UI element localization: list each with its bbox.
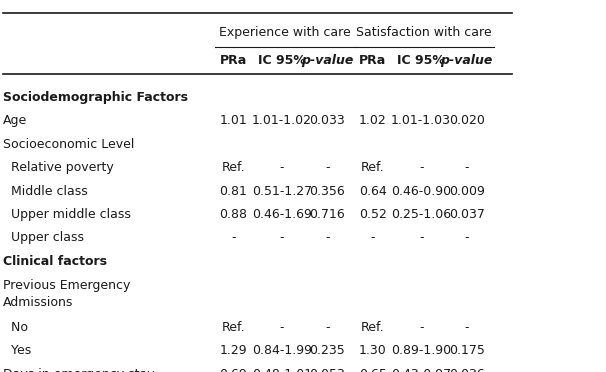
Text: -: - <box>464 321 469 334</box>
Text: 1.02: 1.02 <box>359 114 387 127</box>
Text: Ref.: Ref. <box>361 321 384 334</box>
Text: 0.053: 0.053 <box>309 368 345 372</box>
Text: Clinical factors: Clinical factors <box>3 255 107 268</box>
Text: Upper middle class: Upper middle class <box>3 208 131 221</box>
Text: 0.43-0.97: 0.43-0.97 <box>391 368 451 372</box>
Text: -: - <box>370 231 375 244</box>
Text: -: - <box>231 231 236 244</box>
Text: PRa: PRa <box>220 54 247 67</box>
Text: -: - <box>464 161 469 174</box>
Text: -: - <box>325 161 330 174</box>
Text: -: - <box>325 231 330 244</box>
Text: 0.033: 0.033 <box>310 114 345 127</box>
Text: 0.037: 0.037 <box>448 208 485 221</box>
Text: PRa: PRa <box>359 54 386 67</box>
Text: Previous Emergency
Admissions: Previous Emergency Admissions <box>3 279 130 310</box>
Text: -: - <box>279 161 284 174</box>
Text: Satisfaction with care: Satisfaction with care <box>356 26 492 39</box>
Text: 0.25-1.06: 0.25-1.06 <box>391 208 451 221</box>
Text: 0.46-1.69: 0.46-1.69 <box>252 208 311 221</box>
Text: Socioeconomic Level: Socioeconomic Level <box>3 138 135 151</box>
Text: 1.30: 1.30 <box>359 344 387 357</box>
Text: 0.52: 0.52 <box>359 208 387 221</box>
Text: 0.009: 0.009 <box>448 185 485 198</box>
Text: 0.51-1.27: 0.51-1.27 <box>251 185 312 198</box>
Text: -: - <box>325 321 330 334</box>
Text: Age: Age <box>3 114 27 127</box>
Text: 0.175: 0.175 <box>448 344 485 357</box>
Text: 0.235: 0.235 <box>310 344 345 357</box>
Text: 1.01-1.03: 1.01-1.03 <box>391 114 451 127</box>
Text: Relative poverty: Relative poverty <box>3 161 114 174</box>
Text: -: - <box>464 231 469 244</box>
Text: -: - <box>419 161 424 174</box>
Text: 0.64: 0.64 <box>359 185 387 198</box>
Text: 0.356: 0.356 <box>310 185 345 198</box>
Text: p-value: p-value <box>301 54 353 67</box>
Text: 0.81: 0.81 <box>219 185 247 198</box>
Text: Yes: Yes <box>3 344 32 357</box>
Text: Ref.: Ref. <box>222 321 245 334</box>
Text: -: - <box>279 321 284 334</box>
Text: -: - <box>279 231 284 244</box>
Text: No: No <box>3 321 28 334</box>
Text: Upper class: Upper class <box>3 231 84 244</box>
Text: Middle class: Middle class <box>3 185 88 198</box>
Text: IC 95%: IC 95% <box>397 54 445 67</box>
Text: Experience with care: Experience with care <box>219 26 351 39</box>
Text: 1.29: 1.29 <box>219 344 247 357</box>
Text: p-value: p-value <box>441 54 493 67</box>
Text: 0.46-0.90: 0.46-0.90 <box>391 185 451 198</box>
Text: Ref.: Ref. <box>222 161 245 174</box>
Text: 1.01: 1.01 <box>219 114 247 127</box>
Text: 0.88: 0.88 <box>219 208 247 221</box>
Text: Sociodemographic Factors: Sociodemographic Factors <box>3 91 188 104</box>
Text: 0.69: 0.69 <box>219 368 247 372</box>
Text: -: - <box>419 321 424 334</box>
Text: 0.84-1.99: 0.84-1.99 <box>251 344 312 357</box>
Text: 0.716: 0.716 <box>310 208 345 221</box>
Text: 1.01-1.02: 1.01-1.02 <box>251 114 312 127</box>
Text: 0.020: 0.020 <box>448 114 485 127</box>
Text: 0.036: 0.036 <box>449 368 484 372</box>
Text: -: - <box>419 231 424 244</box>
Text: 0.89-1.90: 0.89-1.90 <box>391 344 451 357</box>
Text: 0.48-1.01: 0.48-1.01 <box>251 368 312 372</box>
Text: 0.65: 0.65 <box>359 368 387 372</box>
Text: IC 95%: IC 95% <box>258 54 306 67</box>
Text: Days in emergency stay: Days in emergency stay <box>3 368 155 372</box>
Text: Ref.: Ref. <box>361 161 384 174</box>
